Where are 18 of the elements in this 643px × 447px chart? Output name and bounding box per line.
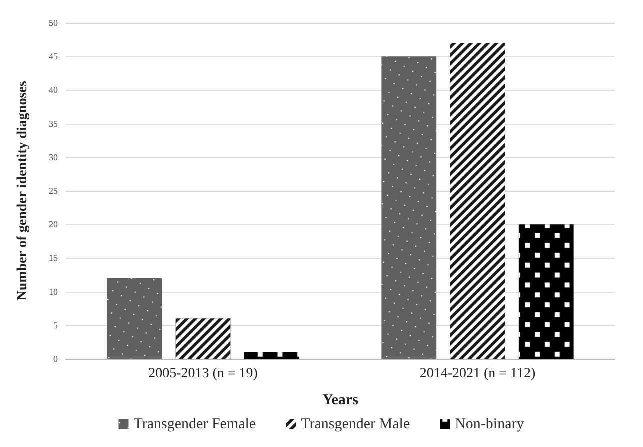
y-axis-title: Number of gender identity diagnoses <box>16 80 30 301</box>
y-tick-label: 30 <box>49 152 58 162</box>
y-tick-label: 5 <box>54 320 58 330</box>
y-tick-label: 20 <box>49 220 58 230</box>
legend-label: Transgender Male <box>301 416 410 432</box>
y-tick-label: 45 <box>49 52 58 62</box>
y-tick-label: 25 <box>49 186 58 196</box>
legend-label: Transgender Female <box>134 416 256 432</box>
y-tick-label: 40 <box>49 85 58 96</box>
y-tick-label: 50 <box>49 18 58 28</box>
x-tick-label: 2014-2021 (n = 112) <box>420 366 536 382</box>
y-tick-label: 15 <box>49 253 58 264</box>
x-axis-title: Years <box>322 392 359 408</box>
legend-label: Non-binary <box>455 416 525 432</box>
y-tick-label: 0 <box>54 354 58 364</box>
y-tick-label: 10 <box>49 286 58 297</box>
x-tick-label: 2005-2013 (n = 19) <box>148 366 258 382</box>
y-tick-label: 35 <box>49 118 58 129</box>
